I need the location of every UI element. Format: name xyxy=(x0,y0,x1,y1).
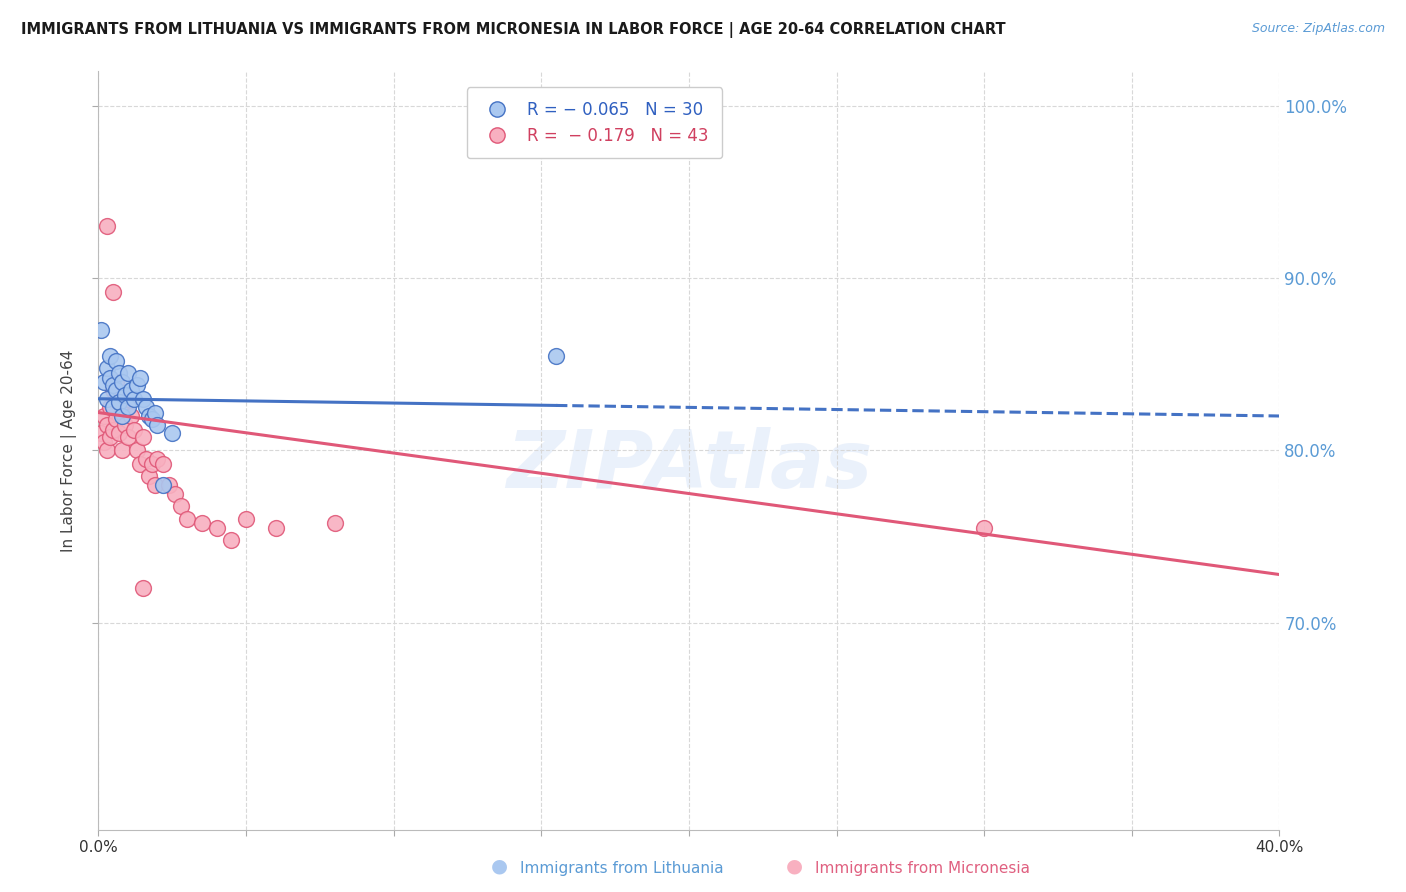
Point xyxy=(128,457,150,471)
Point xyxy=(108,366,131,380)
Point xyxy=(103,423,125,437)
Point xyxy=(93,375,115,389)
Point xyxy=(114,388,136,402)
Point xyxy=(103,378,125,392)
Point xyxy=(973,521,995,535)
Point xyxy=(98,349,121,363)
Point xyxy=(117,401,139,415)
Point xyxy=(111,375,134,389)
Point xyxy=(90,323,112,337)
Point xyxy=(146,417,169,432)
Point xyxy=(170,499,193,513)
Point xyxy=(264,521,287,535)
Point xyxy=(152,457,174,471)
Point xyxy=(114,417,136,432)
Point xyxy=(125,378,148,392)
Text: ZIPAtlas: ZIPAtlas xyxy=(506,426,872,505)
Point xyxy=(135,452,157,467)
Text: IMMIGRANTS FROM LITHUANIA VS IMMIGRANTS FROM MICRONESIA IN LABOR FORCE | AGE 20-: IMMIGRANTS FROM LITHUANIA VS IMMIGRANTS … xyxy=(21,22,1005,38)
Point xyxy=(98,401,121,415)
Point xyxy=(98,371,121,385)
Point xyxy=(90,426,112,441)
Point xyxy=(105,375,128,389)
Point xyxy=(103,383,125,397)
Point xyxy=(103,401,125,415)
Point xyxy=(135,401,157,415)
Text: ●: ● xyxy=(786,857,803,876)
Point xyxy=(128,371,150,385)
Point xyxy=(111,443,134,458)
Point xyxy=(221,533,243,547)
Point xyxy=(138,469,160,483)
Point xyxy=(111,406,134,420)
Point xyxy=(122,392,145,406)
Point xyxy=(546,349,568,363)
Point xyxy=(117,366,139,380)
Point xyxy=(323,516,346,530)
Point xyxy=(143,478,166,492)
Point xyxy=(93,434,115,449)
Point xyxy=(96,392,118,406)
Point xyxy=(117,392,139,406)
Point xyxy=(108,395,131,409)
Text: Immigrants from Micronesia: Immigrants from Micronesia xyxy=(815,861,1031,876)
Y-axis label: In Labor Force | Age 20-64: In Labor Force | Age 20-64 xyxy=(60,350,77,551)
Point xyxy=(162,426,183,441)
Point xyxy=(132,582,155,596)
Point xyxy=(176,512,198,526)
Point xyxy=(141,412,163,426)
Point xyxy=(105,412,128,426)
Point xyxy=(117,430,139,444)
Text: ●: ● xyxy=(491,857,508,876)
Point xyxy=(98,430,121,444)
Point xyxy=(96,219,118,234)
Point xyxy=(96,417,118,432)
Point xyxy=(141,457,163,471)
Point xyxy=(125,443,148,458)
Point xyxy=(165,486,187,500)
Point xyxy=(103,285,125,299)
Point xyxy=(96,443,118,458)
Point xyxy=(93,409,115,423)
Point xyxy=(108,395,131,409)
Point xyxy=(120,409,142,423)
Point xyxy=(96,360,118,375)
Point xyxy=(205,521,228,535)
Point xyxy=(105,354,128,368)
Point xyxy=(235,512,257,526)
Point xyxy=(105,383,128,397)
Point xyxy=(132,392,155,406)
Point xyxy=(120,383,142,397)
Point xyxy=(146,452,169,467)
Point xyxy=(132,430,155,444)
Point xyxy=(191,516,214,530)
Point xyxy=(138,409,160,423)
Point xyxy=(157,478,180,492)
Point xyxy=(108,426,131,441)
Point xyxy=(122,423,145,437)
Legend: R = − 0.065   N = 30, R =  − 0.179   N = 43: R = − 0.065 N = 30, R = − 0.179 N = 43 xyxy=(467,87,721,158)
Text: Immigrants from Lithuania: Immigrants from Lithuania xyxy=(520,861,724,876)
Point xyxy=(111,409,134,423)
Point xyxy=(143,406,166,420)
Text: Source: ZipAtlas.com: Source: ZipAtlas.com xyxy=(1251,22,1385,36)
Point xyxy=(152,478,174,492)
